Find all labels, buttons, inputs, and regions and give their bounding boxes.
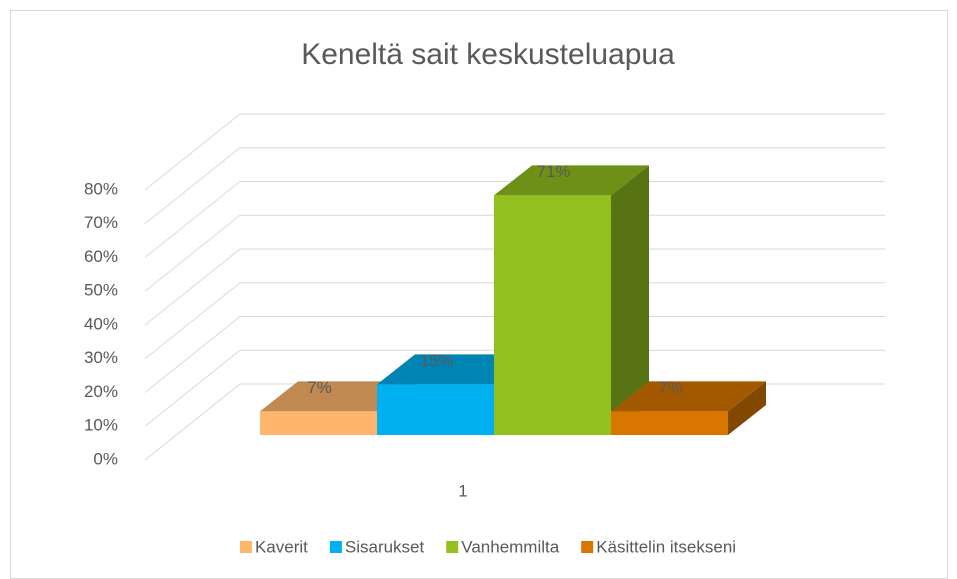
y-tick-label: 10% — [84, 416, 118, 435]
grid-line — [144, 147, 885, 225]
legend-label: Vanhemmilta — [461, 537, 559, 556]
legend-label: Sisarukset — [345, 537, 425, 556]
legend-swatch — [581, 541, 594, 553]
y-tick-label: 50% — [84, 281, 118, 300]
bar — [377, 384, 494, 435]
legend-swatch — [446, 541, 459, 553]
value-label: 15% — [419, 351, 453, 370]
y-tick-label: 60% — [84, 247, 118, 266]
bar-top — [377, 354, 532, 385]
bar-top — [494, 165, 649, 196]
y-tick-label: 0% — [93, 449, 118, 468]
legend-label: Käsittelin itsekseni — [596, 537, 736, 556]
bar — [611, 411, 728, 435]
grid-line — [144, 181, 885, 258]
grid-line — [144, 214, 885, 292]
bar-top — [260, 381, 415, 412]
grid-line — [144, 248, 885, 326]
y-tick-label: 70% — [84, 213, 118, 232]
legend-swatch — [329, 541, 342, 553]
value-label: 7% — [658, 378, 683, 397]
legend-swatch — [239, 541, 252, 553]
chart-title: Keneltä sait keskusteluapua — [301, 38, 675, 71]
y-tick-label: 30% — [84, 348, 118, 367]
bar — [494, 195, 611, 435]
grid-line — [144, 349, 885, 427]
legend-label: Kaverit — [255, 537, 308, 556]
y-tick-label: 40% — [84, 314, 118, 333]
chart-border — [10, 10, 948, 579]
value-label: 7% — [307, 378, 332, 397]
x-tick-label: 1 — [458, 481, 467, 500]
bar-side — [728, 381, 766, 435]
value-label: 71% — [536, 162, 570, 181]
grid-line — [144, 282, 885, 360]
grid-line — [144, 113, 885, 191]
grid-line — [144, 316, 885, 393]
y-tick-label: 80% — [84, 179, 118, 198]
bar-side — [611, 165, 649, 435]
y-tick-label: 20% — [84, 382, 118, 401]
bar — [260, 411, 377, 435]
bar-top — [611, 381, 766, 412]
